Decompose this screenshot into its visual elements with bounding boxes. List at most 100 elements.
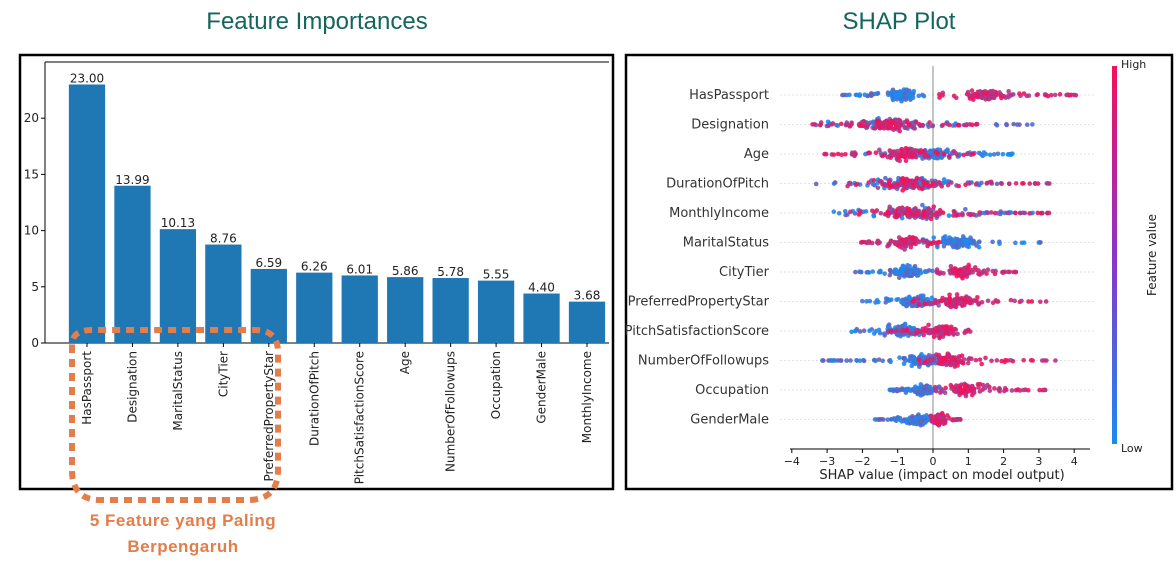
shap-dot — [947, 297, 953, 303]
shap-dot — [969, 88, 975, 93]
shap-dot — [873, 150, 879, 155]
shap-dot — [1026, 93, 1032, 98]
shap-dot — [897, 128, 903, 134]
shap-dot — [1012, 298, 1017, 304]
shap-dot — [865, 123, 870, 129]
shap-dot — [937, 207, 943, 213]
shap-dot — [871, 181, 876, 187]
shap-dot — [948, 304, 954, 310]
shap-dot — [970, 94, 975, 100]
shap-dot — [1038, 210, 1044, 216]
shap-dot — [909, 363, 915, 369]
shap-dot — [997, 386, 1003, 392]
shap-dot — [848, 123, 853, 128]
shap-dot — [934, 213, 940, 219]
y-tick-label: 20 — [24, 111, 39, 125]
shap-feature-label: Designation — [691, 118, 769, 133]
shap-dot — [907, 264, 913, 269]
bar-value-label: 6.26 — [301, 260, 328, 274]
shap-feature-label: GenderMale — [690, 413, 769, 428]
shap-dot — [897, 355, 902, 360]
shap-dot — [950, 417, 955, 423]
shap-dot — [887, 267, 893, 273]
shap-dot — [1009, 92, 1015, 97]
shap-dot — [954, 292, 960, 297]
shap-dot — [913, 416, 919, 421]
bar-occupation — [477, 280, 515, 343]
shap-dot — [930, 182, 935, 187]
shap-dot — [991, 152, 997, 157]
shap-dot — [1004, 210, 1010, 216]
shap-dot — [998, 209, 1003, 214]
shap-dot — [860, 298, 865, 304]
shap-dot — [1024, 122, 1030, 127]
shap-dot — [1044, 358, 1049, 363]
shap-dot — [969, 267, 975, 273]
y-tick-label: 0 — [31, 336, 39, 350]
shap-dot — [917, 361, 923, 367]
shap-dot — [1020, 387, 1026, 393]
bar-value-label: 6.59 — [255, 256, 282, 270]
shap-dot — [913, 178, 918, 183]
shap-dot — [964, 329, 970, 334]
shap-dot — [916, 239, 922, 245]
shap-feature-label: Occupation — [695, 383, 769, 398]
shap-dot — [904, 93, 909, 98]
shap-dot — [931, 356, 937, 362]
shap-dot — [872, 125, 878, 131]
shap-dot — [904, 327, 910, 333]
shap-dot — [902, 149, 907, 154]
shap-dot — [845, 183, 850, 189]
shap-dot — [1009, 388, 1015, 393]
shap-dot — [958, 417, 963, 422]
shap-dot — [883, 211, 889, 217]
shap-dot — [875, 118, 880, 124]
shap-dot — [994, 299, 1000, 304]
shap-dot — [858, 269, 864, 275]
shap-feature-label: MonthlyIncome — [669, 206, 769, 221]
shap-dot — [875, 185, 881, 191]
shap-dot — [941, 243, 947, 249]
shap-dot — [831, 152, 837, 157]
shap-dot — [897, 244, 902, 249]
shap-dot — [964, 122, 970, 127]
shap-dot — [893, 213, 899, 218]
shap-dot — [917, 150, 923, 156]
x-tick-label: CityTier — [216, 351, 230, 397]
shap-dot — [873, 358, 878, 364]
shap-dot — [885, 417, 890, 422]
shap-plot-title: SHAP Plot — [842, 8, 956, 35]
shap-dot — [990, 239, 995, 245]
shap-dot — [880, 358, 886, 364]
shap-dot — [914, 211, 919, 216]
shap-dot — [923, 360, 928, 365]
shap-dot — [882, 123, 888, 128]
shap-dot — [899, 89, 904, 95]
shap-dot — [928, 358, 933, 363]
shap-dot — [1026, 299, 1031, 304]
shap-dot — [919, 351, 924, 357]
shap-dot — [897, 118, 903, 124]
shap-dot — [854, 358, 860, 363]
shap-dot — [942, 326, 948, 332]
colorbar-high-label: High — [1121, 58, 1146, 71]
shap-dot — [878, 210, 884, 216]
shap-dot — [832, 180, 838, 185]
shap-dot — [909, 211, 915, 216]
shap-dot — [937, 92, 942, 97]
shap-dot — [898, 328, 904, 334]
shap-dot — [903, 387, 909, 393]
shap-dot — [934, 388, 939, 394]
bar-value-label: 5.86 — [392, 264, 419, 278]
shap-dot — [955, 331, 960, 337]
shap-dot — [925, 183, 931, 189]
shap-dot — [861, 328, 867, 334]
shap-dot — [953, 304, 959, 310]
shap-dot — [965, 360, 971, 366]
shap-dot — [1022, 210, 1028, 216]
bar-value-label: 6.01 — [346, 262, 373, 276]
shap-dot — [928, 413, 934, 419]
shap-dot — [843, 122, 849, 127]
shap-dot — [976, 240, 981, 245]
shap-dot — [966, 264, 972, 270]
